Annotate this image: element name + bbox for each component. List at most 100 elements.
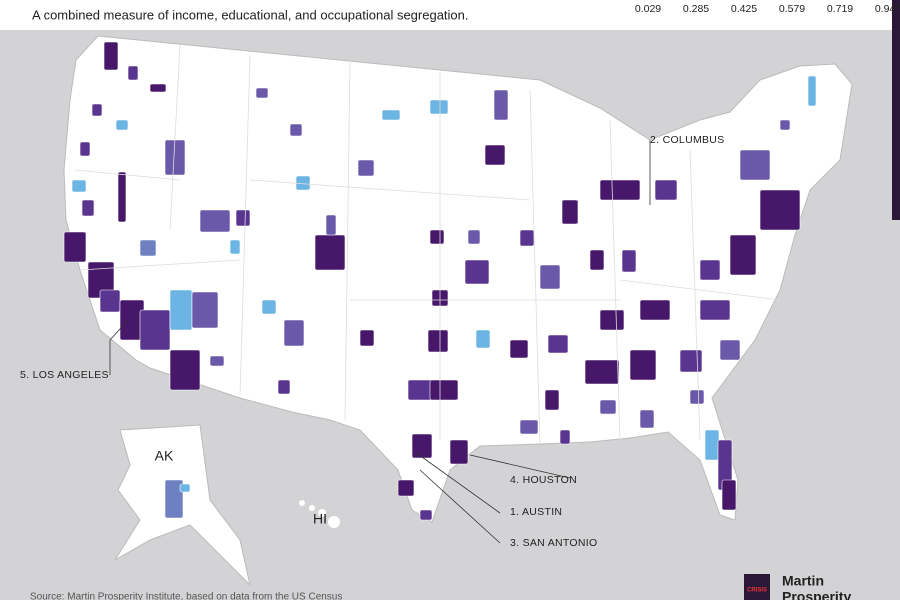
metro-area xyxy=(235,209,251,227)
metro-area xyxy=(63,231,87,263)
metro-area xyxy=(229,239,241,255)
metro-area xyxy=(164,139,186,176)
metro-area xyxy=(807,75,817,107)
metro-area xyxy=(559,429,571,445)
metro-area xyxy=(429,99,449,115)
metro-area xyxy=(621,249,637,273)
legend-value: 0.719 xyxy=(827,3,853,15)
metro-area xyxy=(493,89,509,121)
metro-area xyxy=(484,144,506,166)
metro-area xyxy=(689,389,705,405)
metro-area xyxy=(561,199,579,225)
metro-area xyxy=(91,103,103,117)
metro-area xyxy=(411,433,433,459)
metro-area xyxy=(261,299,277,315)
metro-area xyxy=(139,309,171,351)
metro-area xyxy=(721,479,737,511)
metro-area xyxy=(704,429,720,461)
metro-area xyxy=(599,309,625,331)
state-lines xyxy=(74,44,781,445)
metro-area xyxy=(779,119,791,131)
logo-badge xyxy=(744,574,770,600)
metro-area xyxy=(599,179,641,201)
metro-area xyxy=(509,339,529,359)
logo-text: Prosperity xyxy=(782,589,851,600)
metro-area xyxy=(739,149,771,181)
metro-area xyxy=(519,419,539,435)
metro-area xyxy=(139,239,157,257)
metro-area xyxy=(103,41,119,71)
metro-area xyxy=(589,249,605,271)
legend-value: 0.425 xyxy=(731,3,757,15)
metro-area xyxy=(277,379,291,395)
metro-area xyxy=(255,87,269,99)
logo-text: Martin xyxy=(782,573,824,589)
source: Source: Martin Prosperity Institute, bas… xyxy=(30,592,342,600)
metro-area xyxy=(357,159,375,177)
state-label: HI xyxy=(313,511,327,527)
side-bar xyxy=(892,0,900,220)
metro-area xyxy=(519,229,535,247)
city-label: 5. LOS ANGELES xyxy=(20,369,109,381)
metro-area xyxy=(99,289,121,313)
metro-area xyxy=(599,399,617,415)
metro-area xyxy=(117,171,127,223)
metro-area xyxy=(164,479,184,519)
metro-area xyxy=(199,209,231,233)
metro-area xyxy=(699,299,731,321)
metro-area xyxy=(584,359,620,385)
metro-area xyxy=(289,123,303,137)
metro-area xyxy=(679,349,703,373)
legend-value: 0.029 xyxy=(635,3,661,15)
metro-area xyxy=(429,229,445,245)
legend: 0.029 0.285 0.425 0.579 0.719 0.947 xyxy=(635,3,900,15)
header-band xyxy=(0,0,900,30)
metro-area xyxy=(539,264,561,290)
metro-area xyxy=(169,289,193,331)
metro-area xyxy=(381,109,401,121)
metro-area xyxy=(419,509,433,521)
city-label: 2. COLUMBUS xyxy=(650,134,724,146)
subtitle: A combined measure of income, educationa… xyxy=(32,7,469,22)
metro-group xyxy=(63,41,817,521)
metro-area xyxy=(639,409,655,429)
metro-area xyxy=(729,234,757,276)
metro-area xyxy=(407,379,433,401)
metro-area xyxy=(81,199,95,217)
metro-area xyxy=(71,179,87,193)
metro-area xyxy=(359,329,375,347)
metro-area xyxy=(127,65,139,81)
metro-area xyxy=(759,189,801,231)
metro-area xyxy=(464,259,490,285)
metro-area xyxy=(719,339,741,361)
metro-area xyxy=(654,179,678,201)
metro-area xyxy=(475,329,491,349)
metro-area xyxy=(429,379,459,401)
metro-area xyxy=(191,291,219,329)
metro-area xyxy=(209,355,225,367)
metro-area xyxy=(544,389,560,411)
metro-area xyxy=(314,234,346,271)
metro-area xyxy=(169,349,201,391)
metro-area xyxy=(79,141,91,157)
metro-area xyxy=(179,483,191,493)
city-label: 4. HOUSTON xyxy=(510,474,577,486)
legend-value: 0.285 xyxy=(683,3,709,15)
metro-area xyxy=(115,119,129,131)
legend-value: 0.579 xyxy=(779,3,805,15)
us-outline xyxy=(63,35,853,523)
metro-area xyxy=(427,329,449,353)
state-label: AK xyxy=(155,448,174,464)
metro-area xyxy=(547,334,569,354)
callouts xyxy=(109,140,651,544)
legend-value: 0.947 xyxy=(875,3,900,15)
metro-area xyxy=(283,319,305,347)
metro-area xyxy=(467,229,481,245)
city-label: 1. AUSTIN xyxy=(510,506,562,518)
metro-area xyxy=(149,83,167,93)
metro-area xyxy=(449,439,469,465)
city-label: 3. SAN ANTONIO xyxy=(510,537,597,549)
hawaii-outline xyxy=(299,500,340,528)
